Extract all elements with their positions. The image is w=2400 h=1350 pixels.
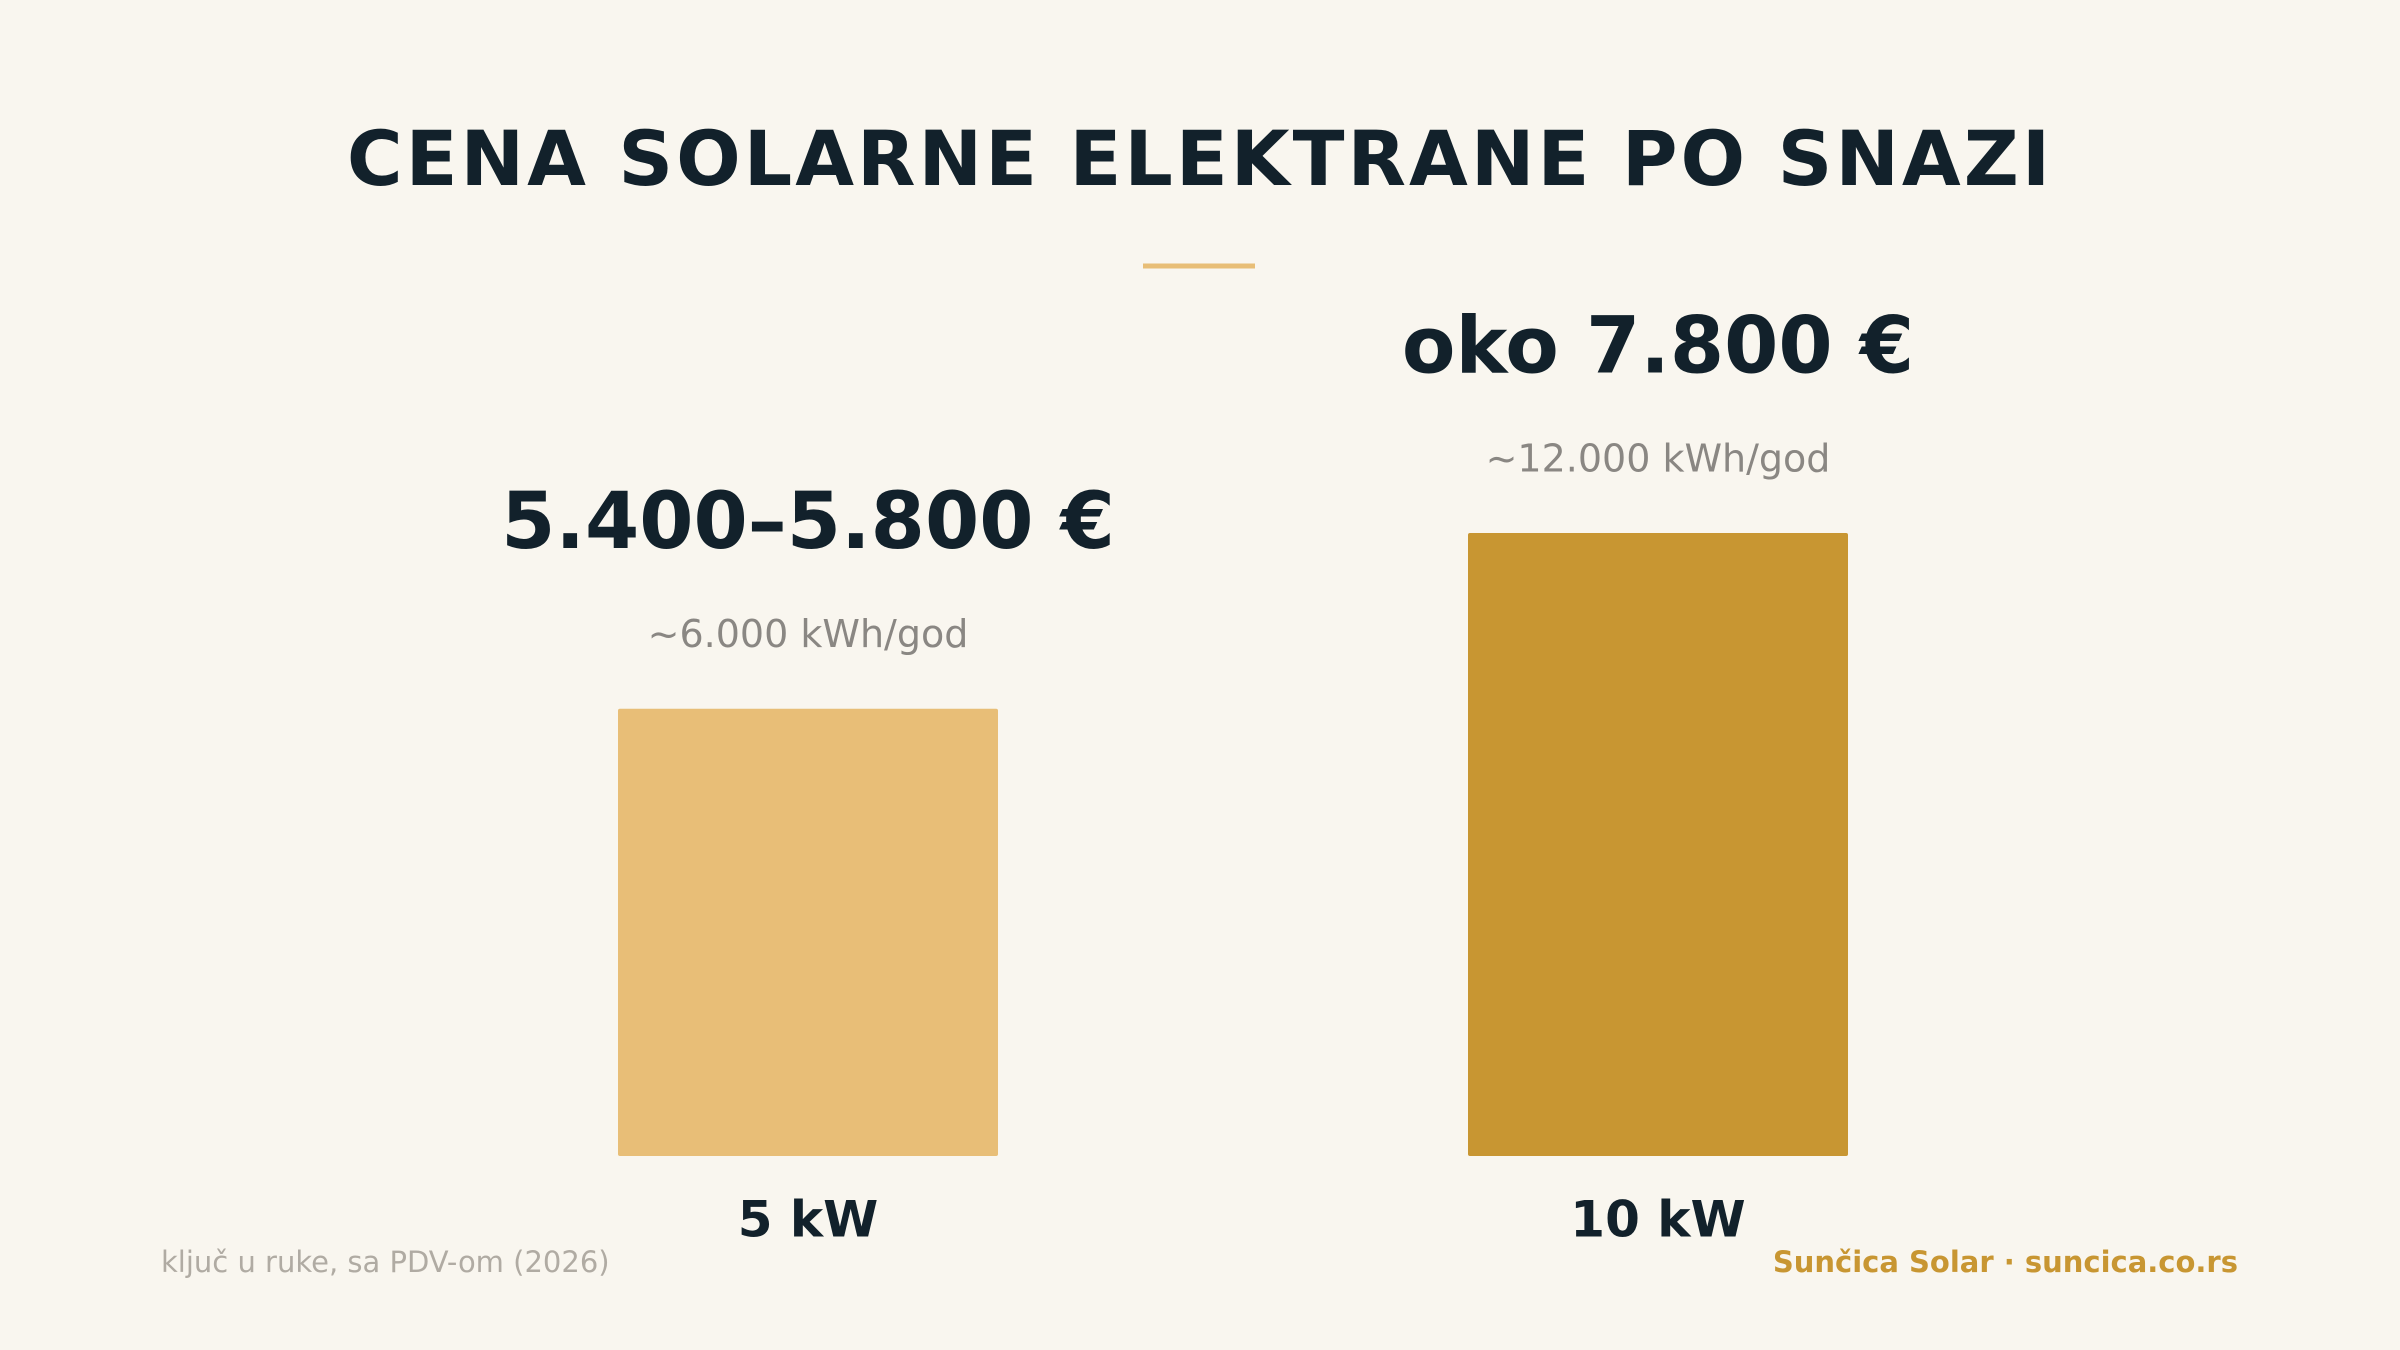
value-label: 5.400–5.800 € [501, 477, 1115, 567]
sublabel: ~6.000 kWh/god [648, 612, 969, 656]
x-tick-label: 10 kW [1570, 1191, 1745, 1249]
footnote: ključ u ruke, sa PDV-om (2026) [161, 1245, 610, 1279]
bar [618, 708, 998, 1156]
value-label: oko 7.800 € [1402, 301, 1914, 391]
bar [1468, 533, 1848, 1156]
credit: Sunčica Solar · suncica.co.rs [1773, 1245, 2238, 1279]
sublabel: ~12.000 kWh/god [1486, 437, 1831, 481]
chart-title: CENA SOLARNE ELEKTRANE PO SNAZI [347, 114, 2053, 203]
x-tick-label: 5 kW [738, 1191, 879, 1249]
